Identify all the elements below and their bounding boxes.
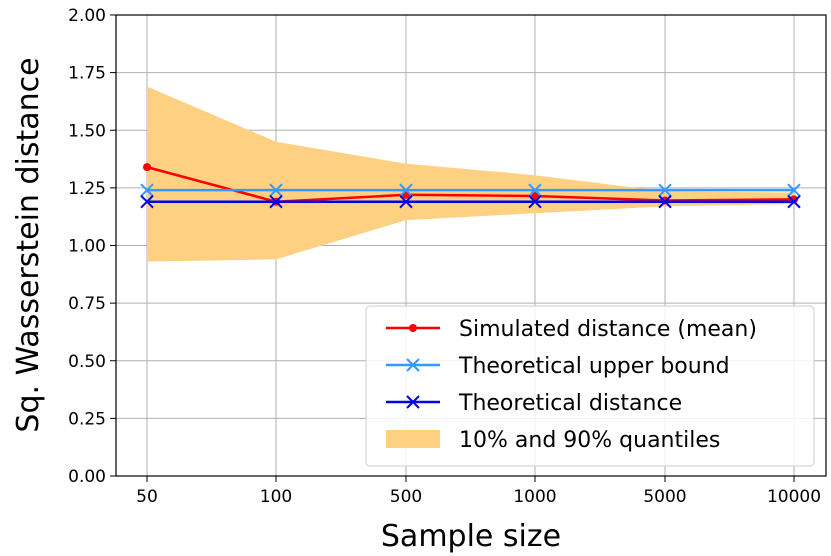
y-axis-ticks: 0.00 0.25 0.50 0.75 1.00 1.25 1.50 1.75 2.00 bbox=[68, 6, 116, 487]
series-point bbox=[140, 183, 154, 197]
legend-swatch bbox=[386, 430, 440, 448]
x-axis-ticks: 50 100 500 1000 5000 10000 bbox=[136, 476, 821, 507]
series-point bbox=[140, 194, 154, 209]
legend-marker bbox=[406, 358, 420, 372]
y-tick-label: 0.00 bbox=[68, 467, 106, 487]
series-point bbox=[658, 183, 672, 197]
series-point bbox=[269, 183, 283, 197]
legend-label: Theoretical distance bbox=[458, 391, 682, 416]
legend-label: Theoretical upper bound bbox=[458, 354, 730, 379]
y-tick-label: 1.00 bbox=[68, 237, 106, 257]
series-point bbox=[269, 194, 283, 209]
quantile-band-layer bbox=[147, 86, 794, 262]
series-2 bbox=[140, 183, 801, 197]
legend-label: 10% and 90% quantiles bbox=[459, 428, 720, 453]
x-tick-label: 100 bbox=[260, 487, 292, 507]
y-tick-label: 1.50 bbox=[68, 121, 106, 141]
y-tick-label: 1.25 bbox=[68, 179, 106, 199]
y-tick-label: 0.75 bbox=[68, 294, 106, 314]
series-layer bbox=[140, 163, 801, 209]
x-axis-label: Sample size bbox=[381, 519, 561, 554]
legend-item: Theoretical upper bound bbox=[386, 354, 730, 379]
series-3 bbox=[140, 194, 801, 209]
y-tick-label: 0.50 bbox=[68, 352, 106, 372]
series-point bbox=[399, 183, 413, 197]
y-tick-label: 1.75 bbox=[68, 64, 106, 84]
legend-item: Simulated distance (mean) bbox=[386, 317, 757, 342]
series-point bbox=[787, 183, 801, 197]
legend: Simulated distance (mean) Theoretical upp… bbox=[365, 305, 815, 467]
x-tick-label: 5000 bbox=[643, 487, 686, 507]
series-point bbox=[531, 191, 539, 200]
legend-box bbox=[365, 305, 815, 467]
legend-marker bbox=[409, 324, 417, 332]
y-axis-label: Sq. Wasserstein distance bbox=[11, 57, 46, 432]
x-tick-label: 50 bbox=[136, 487, 158, 507]
legend-marker bbox=[406, 395, 420, 409]
x-tick-label: 10000 bbox=[767, 487, 821, 507]
series-point bbox=[787, 194, 801, 209]
legend-item: 10% and 90% quantiles bbox=[386, 428, 720, 453]
y-tick-label: 0.25 bbox=[68, 409, 106, 429]
series-line bbox=[146, 165, 795, 203]
series-point bbox=[528, 194, 542, 209]
y-tick-label: 2.00 bbox=[68, 6, 106, 26]
legend-label: Simulated distance (mean) bbox=[459, 317, 757, 342]
series-point bbox=[658, 194, 672, 209]
series-point bbox=[399, 194, 413, 209]
series-point bbox=[528, 183, 542, 197]
series-point bbox=[143, 163, 151, 172]
x-tick-label: 1000 bbox=[513, 487, 556, 507]
quantile-band bbox=[147, 86, 794, 262]
x-tick-label: 500 bbox=[390, 487, 422, 507]
legend-item: Theoretical distance bbox=[386, 391, 682, 416]
